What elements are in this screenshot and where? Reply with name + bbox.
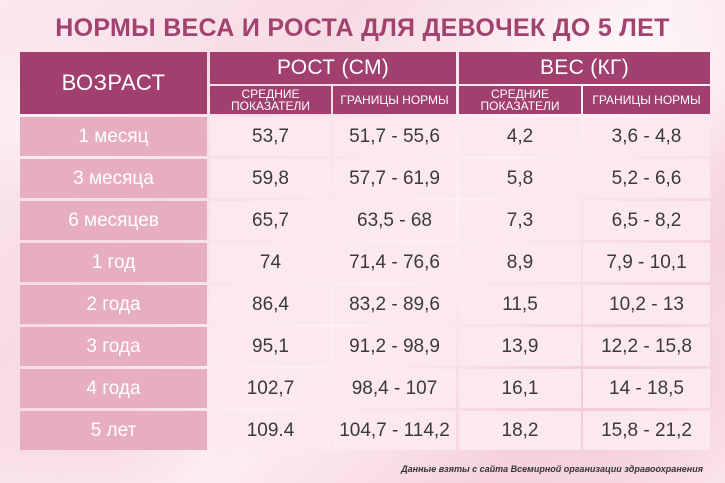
age-cell: 3 года	[20, 327, 207, 366]
height-range-cell: 57,7 - 61,9	[333, 159, 456, 198]
age-cell: 3 месяца	[20, 159, 207, 198]
header-height: РОСТ (СМ)	[210, 52, 456, 84]
weight-avg-cell: 5,8	[459, 159, 581, 198]
height-avg-cell: 74	[210, 243, 331, 282]
height-avg-cell: 53,7	[210, 117, 331, 156]
header-age: ВОЗРАСТ	[20, 52, 207, 114]
weight-range-cell: 10,2 - 13	[583, 285, 710, 324]
age-cell: 1 месяц	[20, 117, 207, 156]
weight-range-cell: 5,2 - 6,6	[583, 159, 710, 198]
weight-range-cell: 14 - 18,5	[583, 369, 710, 408]
weight-avg-cell: 18,2	[459, 411, 581, 450]
age-cell: 4 года	[20, 369, 207, 408]
height-range-cell: 51,7 - 55,6	[333, 117, 456, 156]
height-range-cell: 91,2 - 98,9	[333, 327, 456, 366]
height-range-cell: 98,4 - 107	[333, 369, 456, 408]
height-avg-cell: 95,1	[210, 327, 331, 366]
age-cell: 6 месяцев	[20, 201, 207, 240]
height-range-cell: 83,2 - 89,6	[333, 285, 456, 324]
height-avg-cell: 102,7	[210, 369, 331, 408]
weight-avg-cell: 11,5	[459, 285, 581, 324]
height-range-cell: 104,7 - 114,2	[333, 411, 456, 450]
weight-avg-cell: 13,9	[459, 327, 581, 366]
weight-range-cell: 7,9 - 10,1	[583, 243, 710, 282]
header-weight-range: ГРАНИЦЫ НОРМЫ	[583, 86, 710, 114]
height-range-cell: 71,4 - 76,6	[333, 243, 456, 282]
source-note: Данные взяты с сайта Всемирной организац…	[401, 464, 703, 474]
age-cell: 1 год	[20, 243, 207, 282]
weight-avg-cell: 8,9	[459, 243, 581, 282]
growth-table: ВОЗРАСТ РОСТ (СМ) ВЕС (КГ) СРЕДНИЕ ПОКАЗ…	[20, 52, 710, 455]
height-avg-cell: 65,7	[210, 201, 331, 240]
weight-avg-cell: 4,2	[459, 117, 581, 156]
weight-range-cell: 3,6 - 4,8	[583, 117, 710, 156]
header-weight: ВЕС (КГ)	[459, 52, 710, 84]
age-cell: 2 года	[20, 285, 207, 324]
header-height-avg: СРЕДНИЕ ПОКАЗАТЕЛИ	[210, 86, 331, 114]
height-avg-cell: 86,4	[210, 285, 331, 324]
weight-range-cell: 15,8 - 21,2	[583, 411, 710, 450]
height-range-cell: 63,5 - 68	[333, 201, 456, 240]
height-avg-cell: 109.4	[210, 411, 331, 450]
page-title: НОРМЫ ВЕСА И РОСТА ДЛЯ ДЕВОЧЕК ДО 5 ЛЕТ	[55, 14, 670, 42]
weight-range-cell: 12,2 - 15,8	[583, 327, 710, 366]
weight-range-cell: 6,5 - 8,2	[583, 201, 710, 240]
header-weight-avg: СРЕДНИЕ ПОКАЗАТЕЛИ	[459, 86, 581, 114]
weight-avg-cell: 7,3	[459, 201, 581, 240]
height-avg-cell: 59,8	[210, 159, 331, 198]
age-cell: 5 лет	[20, 411, 207, 450]
header-height-range: ГРАНИЦЫ НОРМЫ	[333, 86, 456, 114]
weight-avg-cell: 16,1	[459, 369, 581, 408]
